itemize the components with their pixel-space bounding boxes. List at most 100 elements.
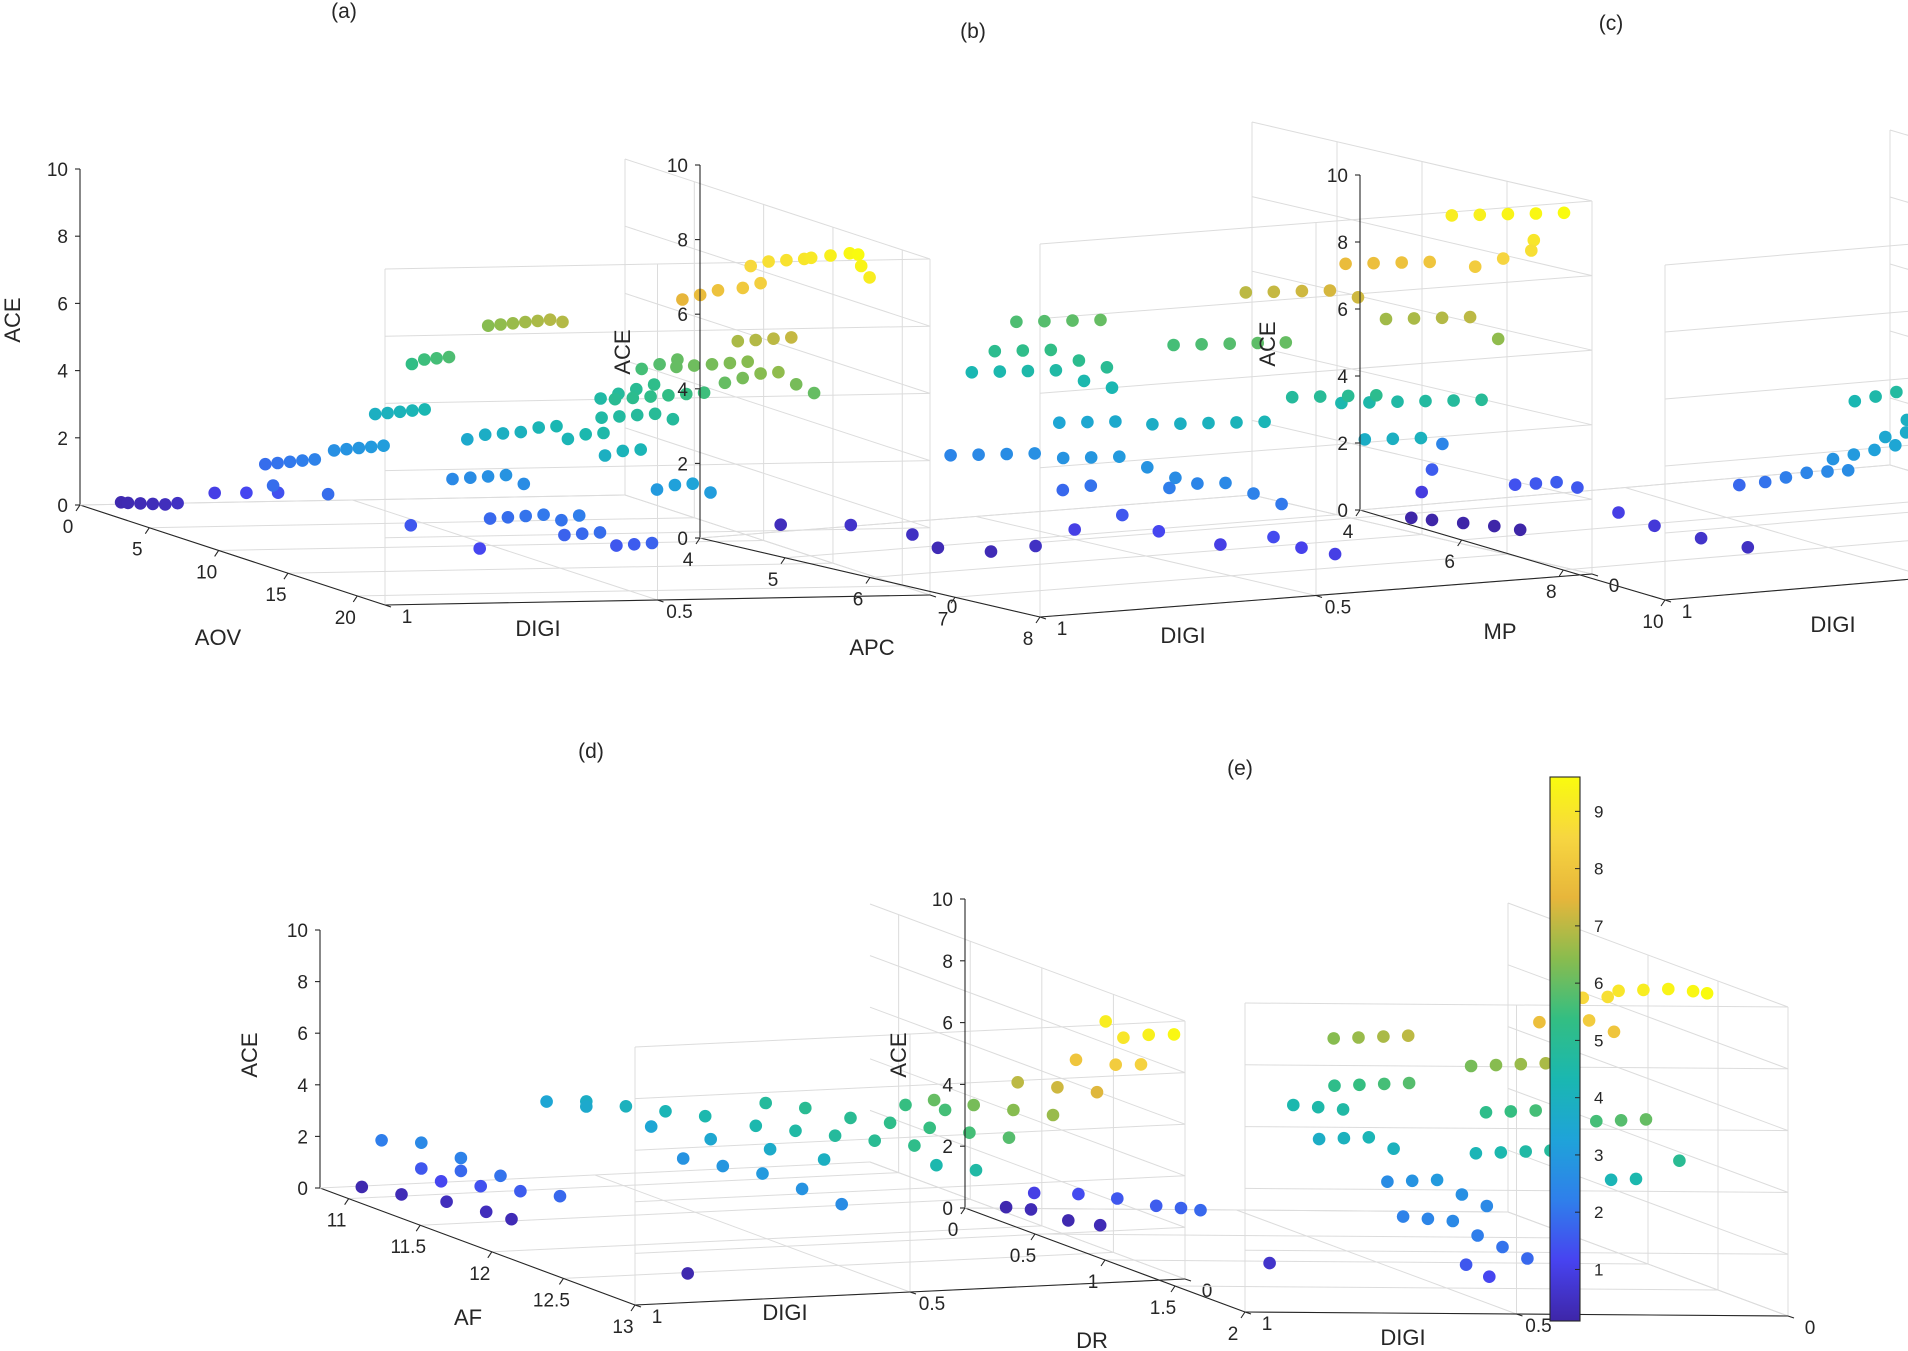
- data-point: [283, 455, 297, 469]
- data-point: [1351, 291, 1365, 304]
- data-point: [464, 471, 477, 485]
- y-tick-label: 0.5: [919, 1294, 945, 1315]
- x-tick: [144, 527, 150, 535]
- data-point: [1174, 1201, 1188, 1215]
- x-tick: [1355, 509, 1361, 517]
- data-point: [1327, 1032, 1340, 1045]
- x-tick: [630, 1304, 636, 1312]
- data-point: [1174, 417, 1187, 431]
- data-point: [1868, 443, 1881, 457]
- data-point: [844, 1111, 857, 1125]
- grid-line-wall-z1: [1889, 129, 1908, 136]
- grid-line-wall-z1: [624, 494, 931, 596]
- data-point: [1258, 415, 1271, 429]
- grid-line-floor-x: [1461, 501, 1908, 541]
- data-point: [1285, 390, 1299, 404]
- data-point: [1021, 364, 1035, 378]
- data-point: [1010, 315, 1023, 329]
- y-axis-label: DIGI: [1380, 1325, 1425, 1350]
- data-point: [506, 317, 520, 330]
- y-tick: [1664, 599, 1672, 603]
- grid-line-wall-z1: [1251, 196, 1593, 277]
- z-tick-label: 2: [942, 1137, 953, 1158]
- data-point: [1519, 1145, 1532, 1158]
- data-point: [1007, 1103, 1020, 1117]
- data-point: [1890, 385, 1903, 399]
- x-tick: [780, 557, 786, 565]
- data-point: [1648, 519, 1661, 533]
- data-point: [1407, 312, 1421, 325]
- data-point: [1053, 416, 1066, 430]
- data-point: [704, 1132, 717, 1146]
- data-point: [1223, 337, 1236, 351]
- data-point: [634, 443, 647, 456]
- z-tick-label: 0: [1337, 501, 1348, 522]
- grid-line-wall-z2: [1039, 349, 1593, 394]
- data-point: [1328, 1079, 1341, 1092]
- data-point: [1109, 1058, 1122, 1071]
- data-point: [499, 468, 513, 482]
- data-point: [923, 1121, 936, 1135]
- data-point: [579, 428, 592, 441]
- data-point: [1414, 431, 1428, 445]
- data-point: [593, 526, 607, 539]
- data-point: [608, 392, 622, 406]
- x-tick: [352, 595, 358, 603]
- colorbar-tick-label: 5: [1594, 1031, 1603, 1050]
- data-point: [1313, 390, 1327, 403]
- z-tick-label: 6: [57, 294, 68, 315]
- data-point: [1879, 430, 1892, 444]
- x-tick: [283, 572, 289, 580]
- z-tick-label: 4: [57, 362, 68, 383]
- y-tick: [1591, 573, 1599, 577]
- data-point: [1463, 310, 1477, 324]
- data-point: [799, 1101, 812, 1115]
- data-point: [1779, 471, 1793, 484]
- data-point: [1169, 471, 1182, 485]
- data-point: [795, 1182, 809, 1196]
- data-point: [1251, 336, 1264, 350]
- data-point: [1601, 990, 1614, 1004]
- data-point: [963, 1126, 976, 1139]
- data-point: [1557, 206, 1571, 220]
- data-point: [1149, 1199, 1163, 1213]
- grid: [75, 158, 937, 608]
- colorbar: 1 2 3 4 5 6 7 8 9: [1549, 776, 1603, 1322]
- data-point: [1445, 209, 1459, 222]
- data-point: [1480, 1199, 1494, 1213]
- data-point: [1134, 1058, 1148, 1071]
- data-point: [789, 378, 803, 391]
- data-point: [984, 545, 998, 558]
- panel-title: (d): [578, 740, 604, 763]
- grid-line-wall-z2: [634, 1175, 1186, 1203]
- data-point: [868, 1134, 881, 1147]
- panel-title: (e): [1227, 757, 1253, 780]
- grid-line-wall-z2: [1244, 1002, 1789, 1008]
- grid-line-wall-z2: [634, 1226, 1186, 1254]
- z-tick-label: 10: [287, 921, 308, 942]
- data-point: [817, 1153, 831, 1166]
- data-point: [1582, 1014, 1596, 1027]
- data-point: [754, 367, 767, 380]
- data-point: [474, 1179, 488, 1193]
- data-point: [595, 411, 608, 425]
- data-point: [1508, 478, 1522, 492]
- data-point: [266, 479, 280, 492]
- data-point: [999, 1200, 1013, 1214]
- data-point: [1479, 1106, 1493, 1119]
- data-point: [1446, 1214, 1460, 1228]
- data-point: [1194, 1203, 1207, 1217]
- data-point: [461, 433, 474, 446]
- data-point: [1214, 538, 1227, 551]
- data-point: [1367, 256, 1380, 270]
- data-point: [1607, 1025, 1621, 1039]
- data-point: [1423, 255, 1436, 269]
- data-point: [553, 1189, 567, 1203]
- data-point: [1117, 1031, 1130, 1044]
- grid-line-wall-z2: [1244, 1249, 1789, 1255]
- z-tick-label: 10: [1327, 166, 1348, 187]
- data-point: [1084, 479, 1098, 493]
- data-point: [804, 251, 818, 265]
